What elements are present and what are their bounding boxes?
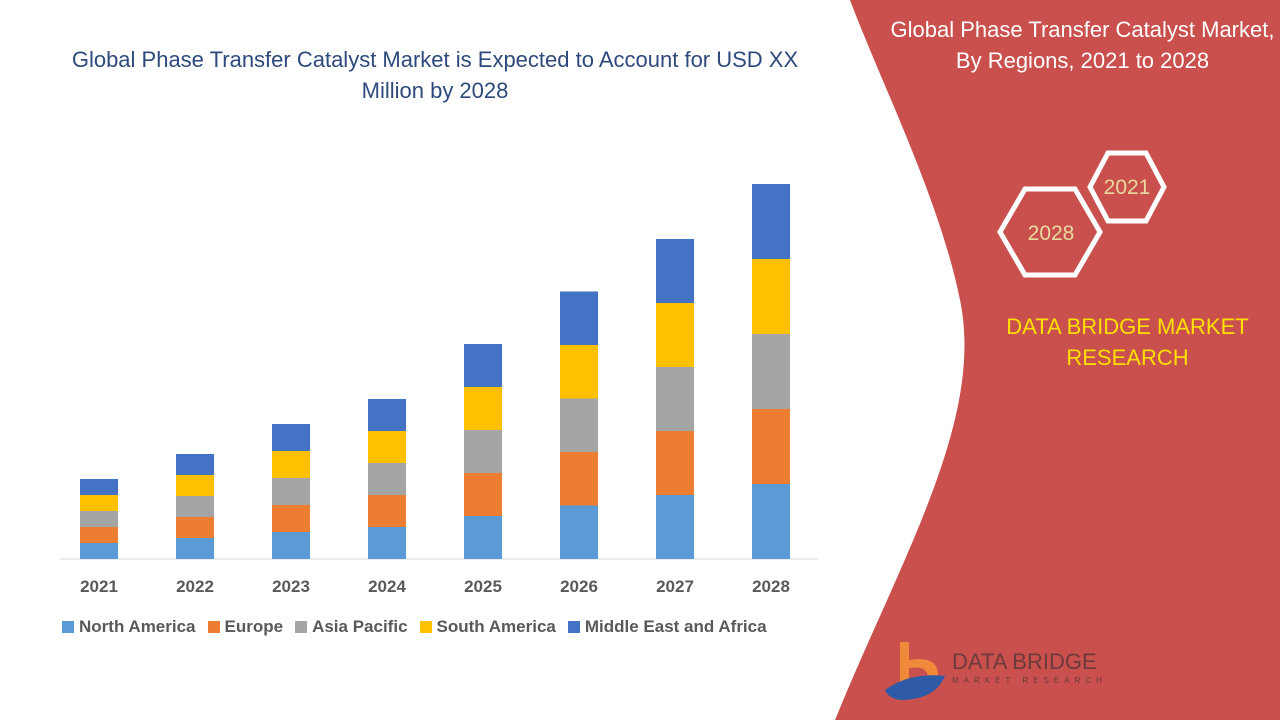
bar-segment-2026-europe	[560, 452, 598, 506]
bar-segment-2022-europe	[176, 517, 214, 538]
bar-segment-2028-middle-east-and-africa	[752, 184, 790, 259]
legend-item: Europe	[207, 617, 284, 637]
bar-segment-2021-middle-east-and-africa	[80, 479, 118, 495]
bar-segment-2025-asia-pacific	[464, 430, 502, 473]
logo-text: DATA BRIDGE	[952, 649, 1097, 674]
bar-segment-2022-south-america	[176, 475, 214, 496]
legend-swatch	[567, 621, 580, 633]
legend-item: South America	[419, 617, 556, 637]
bar-segment-2028-asia-pacific	[752, 334, 790, 409]
x-tick-label: 2027	[656, 577, 694, 596]
bar-segment-2021-europe	[80, 527, 118, 543]
bar-segment-2027-europe	[656, 431, 694, 495]
brand-name: DATA BRIDGE MARKET RESEARCH	[1006, 314, 1249, 370]
bar-segment-2025-middle-east-and-africa	[464, 344, 502, 387]
bar-segment-2027-middle-east-and-africa	[656, 239, 694, 303]
bar-segment-2024-north-america	[368, 527, 406, 559]
legend-item: North America	[62, 617, 196, 637]
bar-segment-2027-asia-pacific	[656, 367, 694, 431]
bar-segment-2025-south-america	[464, 387, 502, 430]
bar-segment-2027-south-america	[656, 303, 694, 367]
x-tick-label: 2028	[752, 577, 790, 596]
bar-segment-2024-europe	[368, 495, 406, 527]
x-tick-label: 2023	[272, 577, 310, 596]
bar-segment-2022-north-america	[176, 538, 214, 559]
logo-subtext: MARKET RESEARCH	[952, 676, 1107, 685]
bar-segment-2025-europe	[464, 473, 502, 516]
legend: North America Europe Asia Pacific South …	[62, 617, 767, 637]
x-tick-label: 2025	[464, 577, 502, 596]
legend-item: Middle East and Africa	[567, 617, 767, 637]
x-tick-label: 2021	[80, 577, 118, 596]
bar-segment-2022-asia-pacific	[176, 496, 214, 517]
bar-segment-2022-middle-east-and-africa	[176, 454, 214, 475]
bar-segment-2026-middle-east-and-africa	[560, 291, 598, 345]
hex-label-2021: 2021	[1104, 176, 1151, 199]
hexagon-2028-icon	[997, 186, 1103, 278]
legend-label: North America	[79, 617, 196, 636]
bar-segment-2023-europe	[272, 505, 310, 532]
legend-swatch	[295, 621, 308, 633]
legend-swatch	[207, 621, 220, 633]
bar-segment-2024-asia-pacific	[368, 463, 406, 495]
side-panel-title: Global Phase Transfer Catalyst Market, B…	[890, 17, 1275, 73]
bar-segment-2026-asia-pacific	[560, 398, 598, 452]
bar-segment-2023-south-america	[272, 451, 310, 478]
bar-segment-2023-middle-east-and-africa	[272, 424, 310, 451]
bar-segment-2027-north-america	[656, 495, 694, 559]
legend-label: Europe	[224, 617, 284, 636]
legend-swatch	[419, 621, 432, 633]
legend-label: Middle East and Africa	[584, 617, 767, 636]
bar-segment-2028-europe	[752, 409, 790, 484]
hexagon-2021-icon	[1087, 150, 1167, 224]
logo-icon	[885, 642, 945, 700]
bar-segment-2026-south-america	[560, 345, 598, 399]
legend-label: South America	[436, 617, 556, 636]
x-tick-label: 2026	[560, 577, 598, 596]
bar-segment-2024-south-america	[368, 431, 406, 463]
x-tick-label: 2024	[368, 577, 406, 596]
bar-segment-2021-north-america	[80, 543, 118, 559]
side-panel	[835, 0, 1280, 720]
legend-item: Asia Pacific	[295, 617, 408, 637]
bar-segment-2024-middle-east-and-africa	[368, 399, 406, 431]
chart-title: Global Phase Transfer Catalyst Market is…	[71, 47, 799, 103]
bar-segment-2021-south-america	[80, 495, 118, 511]
x-tick-label: 2022	[176, 577, 214, 596]
legend-swatch	[62, 621, 74, 633]
bar-segment-2025-north-america	[464, 516, 502, 559]
bar-segment-2023-north-america	[272, 532, 310, 559]
bar-segment-2023-asia-pacific	[272, 478, 310, 505]
legend-label: Asia Pacific	[312, 617, 408, 636]
bar-segment-2028-north-america	[752, 484, 790, 559]
bar-segment-2028-south-america	[752, 259, 790, 334]
bar-segment-2021-asia-pacific	[80, 511, 118, 527]
hex-label-2028: 2028	[1028, 222, 1075, 245]
bar-segment-2026-north-america	[560, 505, 598, 559]
